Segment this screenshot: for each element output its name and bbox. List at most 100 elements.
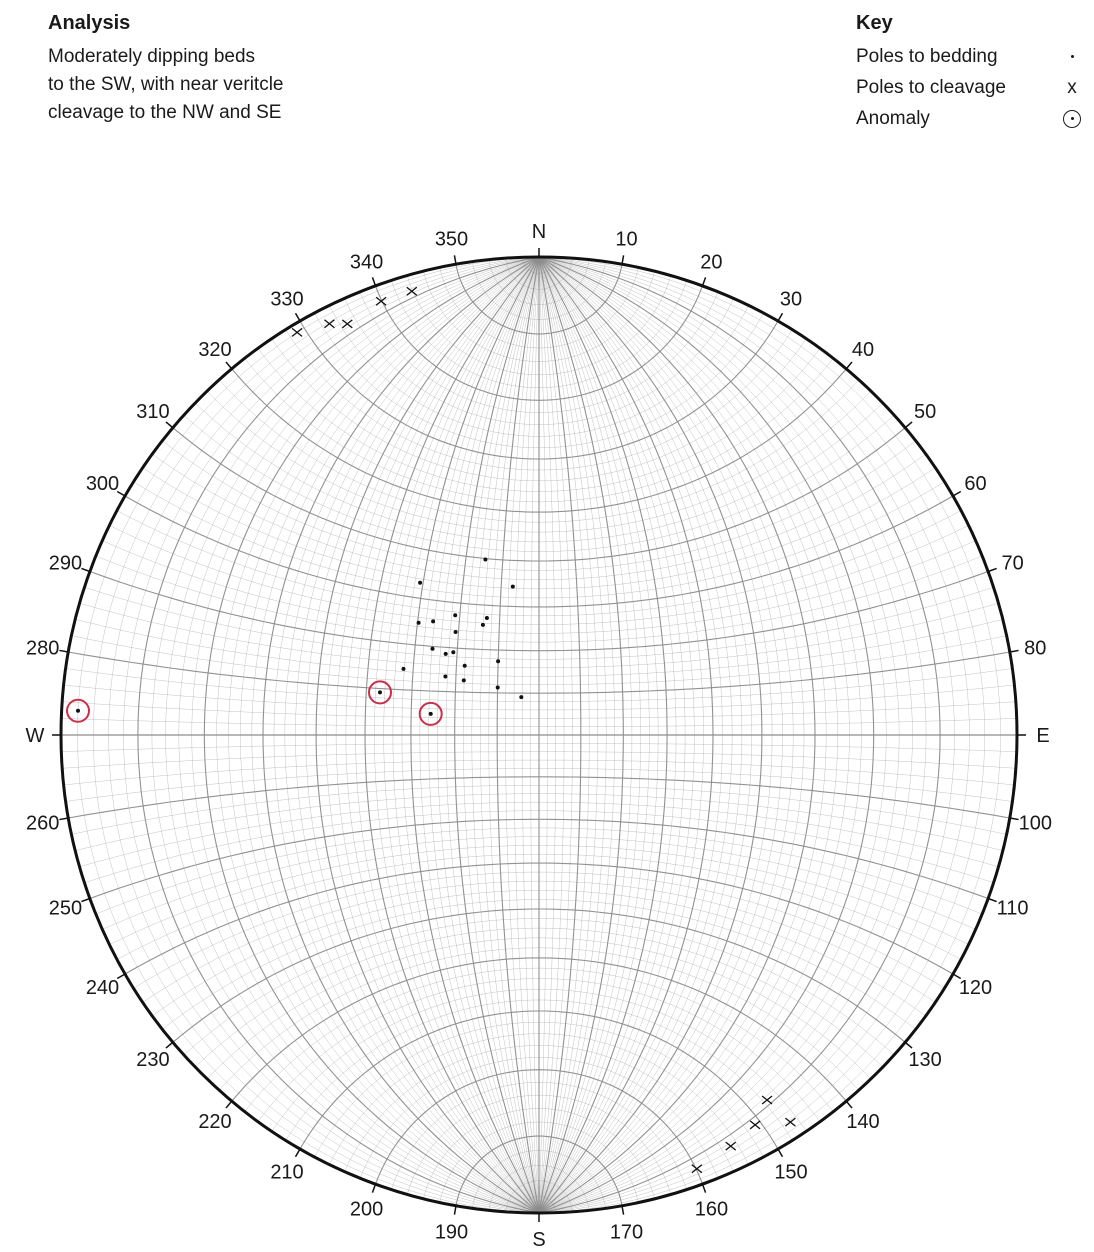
latitude-line: [109, 525, 969, 625]
latitude-line: [359, 1057, 719, 1179]
azimuth-tick: [777, 312, 784, 322]
azimuth-tick: [701, 1183, 707, 1193]
azimuth-tick: [116, 490, 126, 497]
latitude-line: [79, 802, 999, 867]
latitude-line: [75, 619, 1003, 677]
latitude-line: [374, 285, 704, 401]
azimuth-label: 130: [908, 1049, 941, 1071]
azimuth-label: 30: [780, 289, 802, 311]
bedding-pole: [416, 620, 421, 625]
azimuth-label: 50: [914, 401, 936, 423]
latitude-line: [142, 880, 936, 1003]
cleavage-pole: [375, 296, 387, 306]
bedding-pole: [430, 646, 435, 651]
latitude-line: [71, 635, 1007, 685]
key-item-cleavage: Poles to cleavage x: [856, 74, 1086, 105]
azimuth-label: 20: [700, 251, 722, 273]
latitude-line: [522, 1196, 556, 1213]
azimuth-tick: [1009, 817, 1019, 821]
anomaly-pole: [76, 708, 80, 713]
bedding-pole: [443, 651, 448, 656]
latitude-line: [84, 810, 994, 883]
azimuth-label: 10: [615, 229, 637, 251]
azimuth-label: 40: [852, 339, 874, 361]
latitude-line: [172, 908, 906, 1043]
cleavage-pole: [291, 327, 303, 337]
bedding-pole: [496, 659, 501, 664]
azimuth-label: 120: [959, 977, 992, 999]
latitude-line: [68, 651, 1010, 694]
latitude-line: [299, 1010, 779, 1150]
bedding-pole: [480, 622, 485, 627]
azimuth-label: 210: [270, 1162, 303, 1184]
azimuth-tick: [952, 490, 962, 497]
anomaly-pole: [428, 711, 433, 716]
analysis-line-2: to the SW, with near veritcle: [48, 74, 284, 95]
azimuth-tick: [294, 312, 301, 322]
azimuth-label: 190: [435, 1221, 468, 1243]
anomaly-ring: [418, 701, 443, 726]
anomaly-ring: [368, 680, 392, 705]
key-panel: Key Poles to bedding Poles to cleavage x…: [856, 12, 1086, 136]
azimuth-tick: [59, 649, 69, 653]
latitude-line: [63, 759, 1015, 786]
latitude-line: [299, 320, 779, 460]
cleavage-pole: [341, 319, 353, 329]
latitude-line: [62, 701, 1016, 719]
key-label-cleavage: Poles to cleavage: [856, 77, 1006, 98]
azimuth-tick: [371, 1183, 377, 1193]
cleavage-pole: [406, 286, 418, 296]
analysis-line-3: cleavage to the NW and SE: [48, 102, 282, 123]
analysis-title: Analysis: [48, 12, 131, 34]
azimuth-label: 280: [26, 638, 59, 660]
azimuth-ticks: [52, 248, 1026, 1222]
latitude-line: [195, 402, 883, 543]
analysis-panel: Analysis Moderately dipping beds to the …: [48, 12, 468, 127]
azimuth-tick: [845, 361, 853, 370]
latitude-line: [79, 603, 999, 668]
latitude-line: [391, 280, 687, 388]
azimuth-tick: [371, 277, 377, 287]
latitude-line: [195, 927, 883, 1068]
latitude-line: [102, 836, 976, 930]
bedding-pole: [462, 663, 467, 668]
latitude-line: [116, 854, 962, 960]
cardinal-e: E: [1036, 725, 1049, 747]
latitude-line: [472, 1150, 606, 1209]
azimuth-label: 260: [26, 813, 59, 835]
azimuth-label: 140: [846, 1111, 879, 1133]
latitude-line: [152, 453, 926, 580]
azimuth-tick: [165, 1041, 174, 1049]
azimuth-label: 220: [198, 1111, 231, 1133]
latitude-line: [102, 540, 976, 634]
azimuth-tick: [845, 1100, 853, 1109]
cleavage-pole: [749, 1120, 761, 1130]
latitude-line: [455, 1135, 623, 1206]
latitude-line: [62, 751, 1016, 769]
azimuth-tick: [952, 973, 962, 980]
azimuth-label: 320: [198, 339, 231, 361]
latitude-line: [65, 768, 1013, 802]
latitude-line: [329, 305, 749, 437]
cleavage-pole: [725, 1141, 737, 1151]
azimuth-label: 200: [350, 1199, 383, 1221]
cleavage-pole: [691, 1164, 703, 1174]
latitude-line: [374, 1069, 704, 1185]
cleavage-pole: [761, 1095, 773, 1105]
bedding-pole: [461, 678, 466, 683]
azimuth-label: 240: [86, 977, 119, 999]
key-item-bedding: Poles to bedding: [856, 43, 1086, 74]
bedding-pole: [418, 580, 423, 585]
azimuth-tick: [701, 277, 707, 287]
latitude-line: [472, 261, 606, 320]
latitude-line: [89, 570, 989, 652]
latitude-line: [124, 862, 954, 975]
azimuth-tick: [1009, 649, 1019, 653]
latitude-line: [219, 379, 859, 523]
azimuth-tick: [453, 255, 457, 265]
latitude-line: [71, 785, 1007, 835]
stereonet-grid: [61, 256, 1017, 1214]
latitude-line: [133, 871, 945, 989]
bedding-dot-icon: [1060, 43, 1084, 71]
latitude-line: [285, 329, 793, 471]
